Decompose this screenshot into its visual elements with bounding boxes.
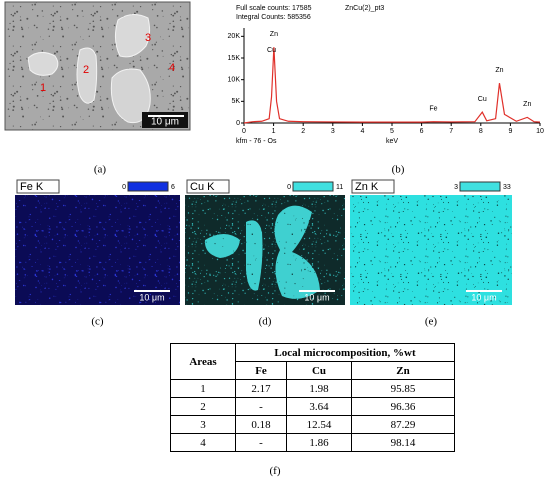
- scale-bar-label: 10 μm: [471, 292, 496, 302]
- scale-bar-label: 10 μm: [139, 292, 164, 302]
- x-tick-label: 0: [242, 128, 246, 135]
- colorbar-min: 0: [287, 184, 291, 191]
- sem-panel: 1 2 3 4 10 μm (a): [4, 1, 191, 176]
- grain: [27, 52, 59, 76]
- cu-rich-region: [246, 220, 263, 291]
- table-row: 2-3.64 96.36: [170, 397, 455, 416]
- table-body: 1 2.17 1.98 95.85 2-3.64 96.36 3 0.18 12.54 87.29…: [170, 379, 455, 452]
- table-cell: 1: [170, 379, 236, 398]
- subheader-cell: Fe: [235, 361, 287, 380]
- y-tick-label: 5K: [231, 98, 240, 105]
- peak-label: Zn: [523, 101, 531, 108]
- peak-label: Cu: [267, 47, 276, 54]
- scale-bar-label: 10 μm: [304, 292, 329, 302]
- table-cell: -: [235, 433, 287, 452]
- table-cell: 96.36: [351, 397, 455, 416]
- cu-rich-region: [274, 205, 320, 299]
- y-tick-label: 20K: [228, 33, 241, 40]
- map-label: Fe K: [20, 181, 44, 193]
- colorbar: [459, 181, 501, 192]
- area-label: 1: [40, 82, 46, 94]
- peak-label: Zn: [270, 31, 278, 38]
- area-label: 3: [145, 32, 151, 44]
- colorbar-max: 11: [336, 184, 343, 191]
- x-tick-label: 5: [390, 128, 394, 135]
- x-tick-label: 1: [272, 128, 276, 135]
- map-label-box: [186, 179, 230, 194]
- x-tick-label: 10: [536, 128, 544, 135]
- caption: (f): [269, 465, 281, 477]
- table-cell: 12.54: [286, 415, 352, 434]
- x-tick-label: 2: [301, 128, 305, 135]
- colorbar: [292, 181, 334, 192]
- table-row: 3 0.18 12.54 87.29: [170, 415, 455, 434]
- table-row: 1 2.17 1.98 95.85: [170, 379, 455, 398]
- header-line: Integral Counts: 585356: [236, 14, 311, 21]
- grain: [114, 14, 151, 58]
- scale-bar-label: 10 μm: [151, 117, 179, 128]
- spectrum-panel: Full scale counts: 17585 Integral Counts…: [228, 5, 544, 176]
- x-tick-label: 8: [479, 128, 483, 135]
- colorbar-min: 0: [122, 184, 126, 191]
- map-label: Cu K: [190, 181, 215, 193]
- colorbar-max: 6: [171, 184, 175, 191]
- table-cell: 95.85: [351, 379, 455, 398]
- caption: (a): [94, 164, 107, 176]
- caption: (e): [425, 316, 438, 328]
- grain: [110, 68, 151, 124]
- composition-table: Areas Local microcomposition, %wt Fe Cu Zn …: [170, 343, 455, 452]
- header-cell: Areas: [170, 343, 236, 380]
- area-label: 4: [169, 62, 175, 74]
- x-tick-label: 3: [331, 128, 335, 135]
- cu-rich-region: [204, 234, 240, 258]
- x-tick-label: 4: [360, 128, 364, 135]
- x-tick-label: 9: [508, 128, 512, 135]
- map-label: Zn K: [355, 181, 379, 193]
- table-cell: 3: [170, 415, 236, 434]
- table-cell: -: [235, 397, 287, 416]
- peak-label: Zn: [495, 67, 503, 74]
- caption: (b): [392, 164, 405, 176]
- colorbar-min: 3: [454, 184, 458, 191]
- header-cell: Local microcomposition, %wt: [235, 343, 455, 362]
- caption: (c): [91, 316, 104, 328]
- element-map: [350, 195, 512, 305]
- subheader-cell: Cu: [286, 361, 352, 380]
- chart-footer: kfm - 76 - Os: [236, 138, 277, 145]
- table-cell: 3.64: [286, 397, 352, 416]
- subheader-cell: Zn: [351, 361, 455, 380]
- y-tick-label: 0: [236, 120, 240, 127]
- x-axis-label: keV: [386, 138, 398, 145]
- grain: [76, 47, 98, 104]
- table-cell: 1.98: [286, 379, 352, 398]
- peak-label: Cu: [478, 96, 487, 103]
- peak-label: Fe: [429, 106, 437, 113]
- element-map: [15, 195, 180, 305]
- table-cell: 87.29: [351, 415, 455, 434]
- x-tick-label: 7: [449, 128, 453, 135]
- x-tick-label: 6: [420, 128, 424, 135]
- y-tick-label: 15K: [228, 55, 241, 62]
- table-cell: 98.14: [351, 433, 455, 452]
- y-tick-label: 10K: [228, 77, 241, 84]
- map-label-box: [16, 179, 60, 194]
- area-label: 2: [83, 64, 89, 76]
- table-cell: 1.86: [286, 433, 352, 452]
- map-label-box: [351, 179, 395, 194]
- table-row: 4-1.86 98.14: [170, 433, 455, 452]
- colorbar-max: 33: [503, 184, 511, 191]
- header-line: Full scale counts: 17585: [236, 5, 312, 12]
- chart-title: ZnCu(2)_pt3: [345, 5, 384, 12]
- caption: (d): [259, 316, 272, 328]
- table-cell: 4: [170, 433, 236, 452]
- colorbar: [127, 181, 169, 192]
- spectrum-line: [243, 47, 541, 124]
- table-cell: 2.17: [235, 379, 287, 398]
- table-cell: 0.18: [235, 415, 287, 434]
- table-cell: 2: [170, 397, 236, 416]
